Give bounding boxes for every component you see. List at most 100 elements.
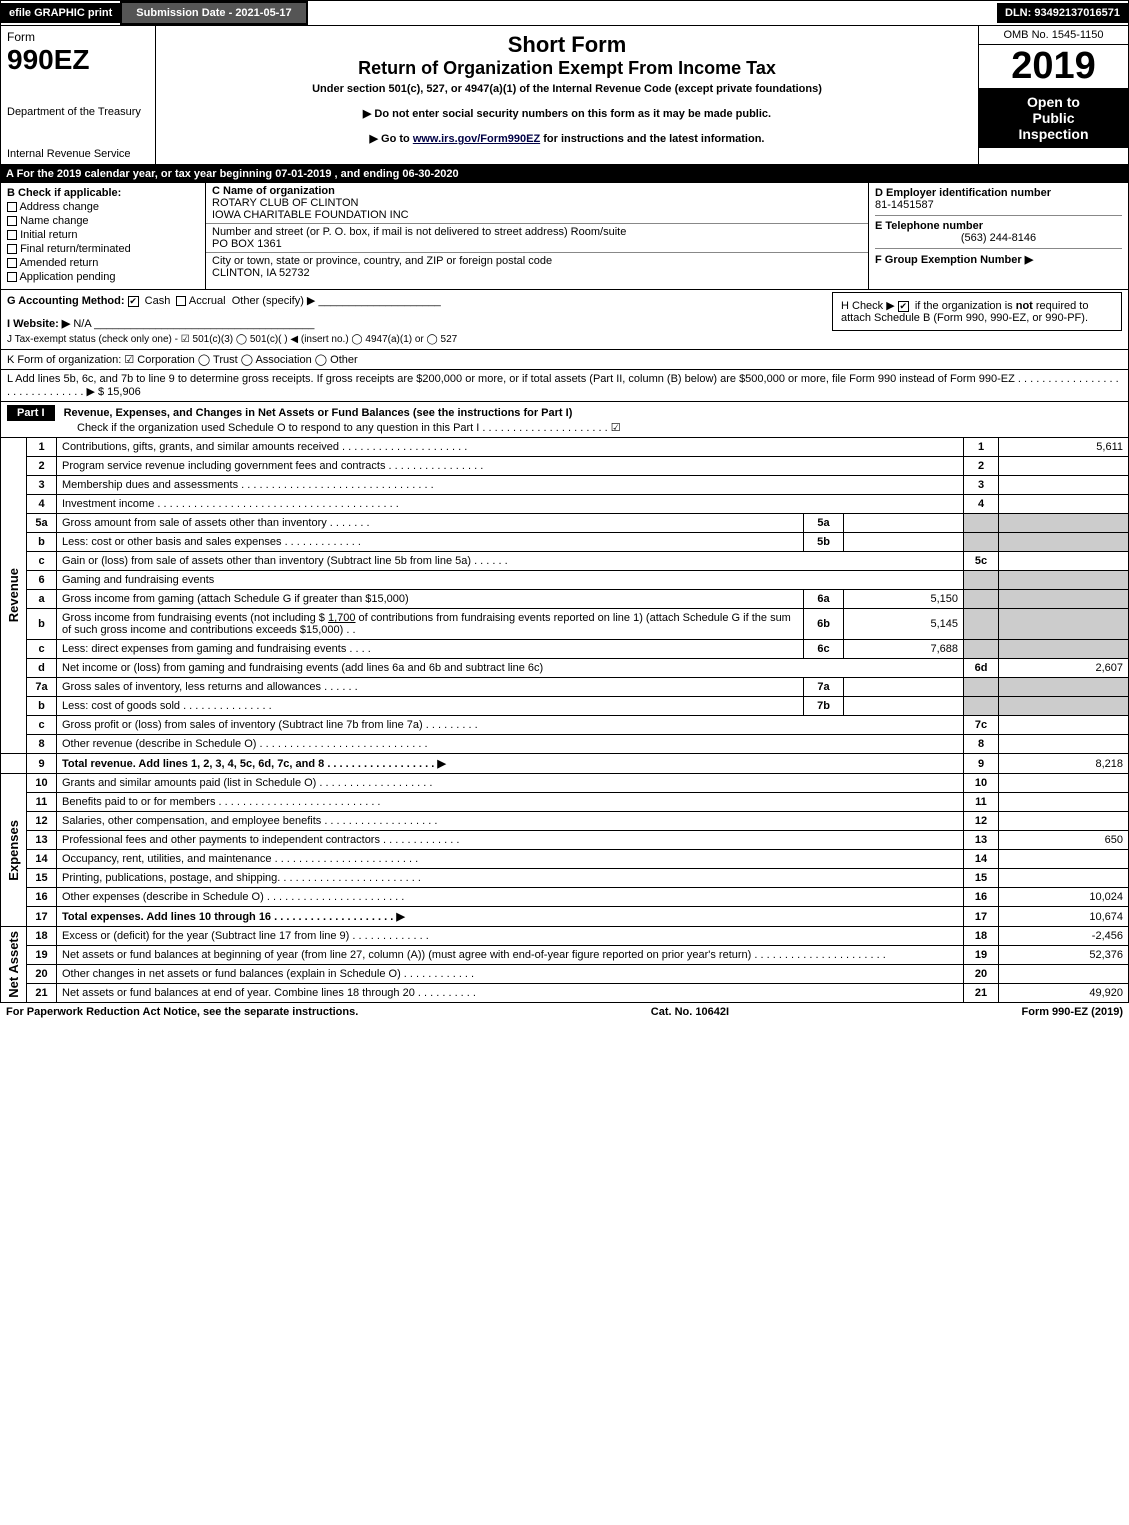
sub: 5a bbox=[804, 514, 844, 533]
checkbox-icon[interactable]: ✔ bbox=[128, 296, 139, 307]
checkbox-icon[interactable] bbox=[7, 258, 17, 268]
subv: 7,688 bbox=[844, 640, 964, 659]
section-c: C Name of organization ROTARY CLUB OF CL… bbox=[206, 183, 868, 289]
desc: Other revenue (describe in Schedule O) .… bbox=[57, 735, 964, 754]
shade bbox=[964, 640, 999, 659]
sub: 7a bbox=[804, 678, 844, 697]
side-revenue: Revenue bbox=[1, 438, 27, 754]
side-net-text: Net Assets bbox=[6, 931, 21, 998]
part1-header: Part I Revenue, Expenses, and Changes in… bbox=[0, 402, 1129, 438]
val: -2,456 bbox=[999, 927, 1129, 946]
shade bbox=[999, 640, 1129, 659]
shade bbox=[964, 571, 999, 590]
desc: Gross profit or (loss) from sales of inv… bbox=[57, 716, 964, 735]
header-right: OMB No. 1545-1150 2019 Open to Public In… bbox=[978, 26, 1128, 164]
g-accrual: Accrual bbox=[189, 295, 226, 307]
h-not: not bbox=[1016, 300, 1033, 312]
num: 16 bbox=[27, 888, 57, 907]
val: 5,611 bbox=[999, 438, 1129, 457]
ln: 6d bbox=[964, 659, 999, 678]
num: b bbox=[27, 697, 57, 716]
ln: 16 bbox=[964, 888, 999, 907]
desc: Program service revenue including govern… bbox=[57, 457, 964, 476]
b-opt-initial: Initial return bbox=[7, 229, 199, 241]
top-bar: efile GRAPHIC print Submission Date - 20… bbox=[0, 0, 1129, 26]
val bbox=[999, 495, 1129, 514]
goto-link[interactable]: www.irs.gov/Form990EZ bbox=[413, 133, 540, 145]
num: 13 bbox=[27, 831, 57, 850]
b-opt-1: Name change bbox=[20, 215, 89, 227]
num: 17 bbox=[27, 907, 57, 927]
val: 650 bbox=[999, 831, 1129, 850]
num: c bbox=[27, 640, 57, 659]
val: 10,674 bbox=[999, 907, 1129, 927]
org-city: CLINTON, IA 52732 bbox=[212, 267, 310, 279]
shade bbox=[999, 678, 1129, 697]
val bbox=[999, 552, 1129, 571]
checkbox-icon[interactable] bbox=[176, 296, 186, 306]
checkbox-icon[interactable] bbox=[7, 230, 17, 240]
ln: 14 bbox=[964, 850, 999, 869]
submission-date: Submission Date - 2021-05-17 bbox=[120, 1, 307, 25]
desc-b: Total revenue. Add lines 1, 2, 3, 4, 5c,… bbox=[62, 758, 446, 770]
val bbox=[999, 476, 1129, 495]
side-netassets: Net Assets bbox=[1, 927, 27, 1003]
shade bbox=[999, 571, 1129, 590]
num: 20 bbox=[27, 965, 57, 984]
footer-mid: Cat. No. 10642I bbox=[651, 1006, 729, 1018]
row-2: 2Program service revenue including gover… bbox=[1, 457, 1129, 476]
b-opt-pending: Application pending bbox=[7, 271, 199, 283]
num: b bbox=[27, 609, 57, 640]
val bbox=[999, 850, 1129, 869]
c-addr-label: Number and street (or P. O. box, if mail… bbox=[212, 226, 626, 238]
efile-label: efile GRAPHIC print bbox=[1, 3, 120, 23]
h-text1: H Check ▶ bbox=[841, 300, 898, 312]
row-4: 4Investment income . . . . . . . . . . .… bbox=[1, 495, 1129, 514]
e-phone: E Telephone number (563) 244-8146 bbox=[875, 220, 1122, 249]
row-3: 3Membership dues and assessments . . . .… bbox=[1, 476, 1129, 495]
f-label: F Group Exemption Number ▶ bbox=[875, 254, 1033, 266]
tax-year: 2019 bbox=[979, 45, 1128, 88]
checkbox-icon[interactable]: ✔ bbox=[898, 301, 909, 312]
desc: Salaries, other compensation, and employ… bbox=[57, 812, 964, 831]
ln: 19 bbox=[964, 946, 999, 965]
row-21: 21Net assets or fund balances at end of … bbox=[1, 984, 1129, 1003]
b-opt-address: Address change bbox=[7, 201, 199, 213]
checkbox-icon[interactable] bbox=[7, 244, 17, 254]
desc: Total revenue. Add lines 1, 2, 3, 4, 5c,… bbox=[57, 754, 964, 774]
desc: Membership dues and assessments . . . . … bbox=[57, 476, 964, 495]
ln: 1 bbox=[964, 438, 999, 457]
e-label: E Telephone number bbox=[875, 220, 1122, 232]
ln: 8 bbox=[964, 735, 999, 754]
desc: Excess or (deficit) for the year (Subtra… bbox=[57, 927, 964, 946]
row-7a: 7aGross sales of inventory, less returns… bbox=[1, 678, 1129, 697]
row-11: 11Benefits paid to or for members . . . … bbox=[1, 793, 1129, 812]
desc: Other expenses (describe in Schedule O) … bbox=[57, 888, 964, 907]
checkbox-icon[interactable] bbox=[7, 202, 17, 212]
row-6: 6Gaming and fundraising events bbox=[1, 571, 1129, 590]
part1-checknote: Check if the organization used Schedule … bbox=[77, 422, 621, 434]
val bbox=[999, 716, 1129, 735]
desc: Less: cost or other basis and sales expe… bbox=[57, 533, 804, 552]
ssn-warning: ▶ Do not enter social security numbers o… bbox=[166, 107, 968, 120]
org-address: PO BOX 1361 bbox=[212, 238, 282, 250]
desc: Other changes in net assets or fund bala… bbox=[57, 965, 964, 984]
block-ghij: H Check ▶ ✔ if the organization is not r… bbox=[0, 290, 1129, 350]
desc: Printing, publications, postage, and shi… bbox=[57, 869, 964, 888]
footer: For Paperwork Reduction Act Notice, see … bbox=[0, 1003, 1129, 1021]
num: 11 bbox=[27, 793, 57, 812]
footer-right: Form 990-EZ (2019) bbox=[1022, 1006, 1123, 1018]
num: 3 bbox=[27, 476, 57, 495]
info-block: B Check if applicable: Address change Na… bbox=[0, 183, 1129, 290]
checkbox-icon[interactable] bbox=[7, 216, 17, 226]
num: 21 bbox=[27, 984, 57, 1003]
header-mid: Short Form Return of Organization Exempt… bbox=[156, 26, 978, 164]
header-left: Form 990EZ Department of the Treasury In… bbox=[1, 26, 156, 164]
num: 15 bbox=[27, 869, 57, 888]
d-label: D Employer identification number bbox=[875, 187, 1122, 199]
under-section: Under section 501(c), 527, or 4947(a)(1)… bbox=[166, 83, 968, 95]
return-title: Return of Organization Exempt From Incom… bbox=[166, 58, 968, 79]
checkbox-icon[interactable] bbox=[7, 272, 17, 282]
shade bbox=[964, 609, 999, 640]
subv: 5,145 bbox=[844, 609, 964, 640]
